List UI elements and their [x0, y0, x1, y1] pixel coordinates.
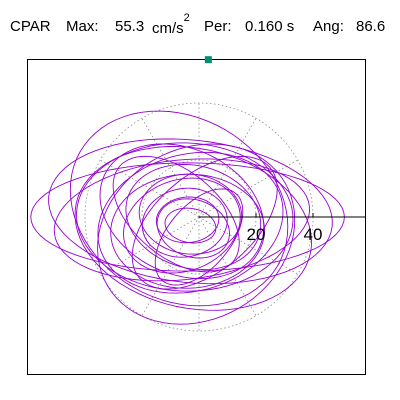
orbit-loop	[131, 155, 278, 290]
acceleration-trace	[30, 110, 345, 325]
station-code: CPAR	[10, 18, 51, 35]
orbit-loop	[53, 158, 310, 282]
orbit-loop	[97, 143, 296, 325]
max-value: 55.3	[115, 18, 145, 35]
chart-title: CPAR Max: 55.3 cm/s2 Per: 0.160 s Ang: 8…	[10, 12, 395, 38]
per-value: 0.160 s	[245, 18, 295, 35]
orbit-loop	[164, 207, 217, 244]
grid-spoke	[198, 216, 298, 275]
peak-markers	[204, 56, 212, 64]
orbit-loop	[69, 110, 289, 307]
orbit-loop	[48, 138, 333, 285]
radial-tick-label: 40	[304, 225, 323, 244]
orbit-loop	[141, 187, 228, 258]
orbit-loop	[155, 196, 220, 244]
max-unit: cm/s2	[152, 12, 190, 37]
orbit-loop	[97, 151, 284, 294]
max-unit-base: cm/s	[152, 20, 184, 37]
orbit-loop	[138, 173, 243, 255]
grid-spoke	[141, 216, 200, 316]
peak-marker	[204, 56, 212, 64]
per-label: Per:	[204, 18, 232, 35]
grid-spoke	[198, 159, 298, 218]
orbit-loop	[156, 198, 230, 259]
max-label: Max:	[66, 18, 99, 35]
grid-spoke	[100, 216, 200, 275]
orbit-loop	[30, 162, 345, 272]
orbit-loop	[110, 173, 265, 289]
orbit-loop	[74, 146, 312, 311]
orbit-loop	[123, 177, 241, 274]
orbit-loop	[154, 188, 244, 286]
orbit-loop	[125, 163, 262, 271]
ang-value: 86.6	[356, 18, 386, 35]
ang-label: Ang:	[313, 18, 344, 35]
grid-spoke	[141, 118, 200, 218]
grid-spoke	[198, 118, 257, 218]
max-unit-exponent: 2	[183, 12, 190, 24]
orbit-loop	[112, 155, 240, 273]
radial-axis: 20 40	[199, 213, 366, 244]
radial-tick-label: 20	[247, 225, 266, 244]
